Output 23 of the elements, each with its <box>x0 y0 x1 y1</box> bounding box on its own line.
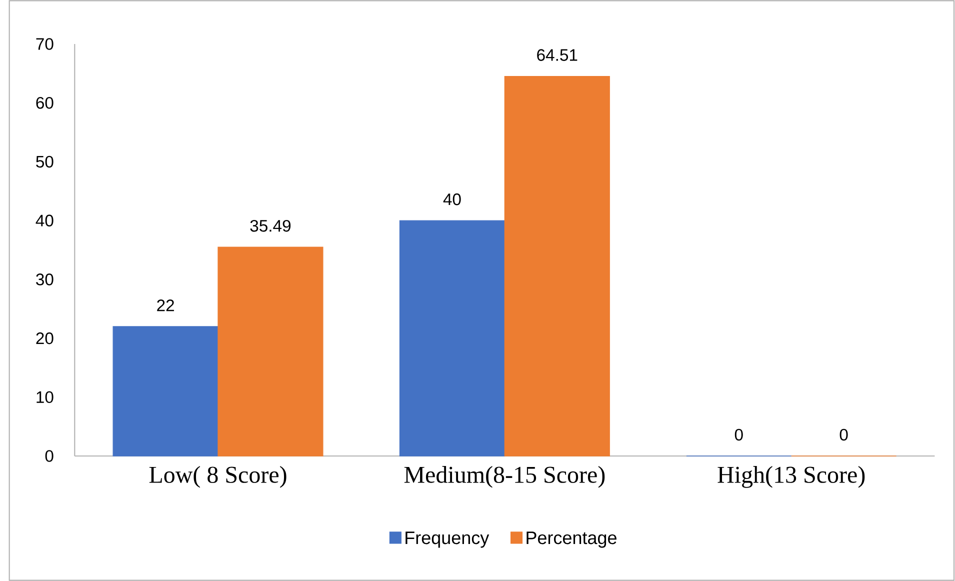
y-tick-label: 0 <box>45 450 54 462</box>
data-label: 35.49 <box>250 220 291 232</box>
x-tick-label: Medium(8-15 Score) <box>404 466 605 488</box>
y-tick-label: 30 <box>36 274 54 286</box>
y-tick-label: 70 <box>36 38 54 50</box>
x-tick-label: Low( 8 Score) <box>149 466 286 488</box>
bar <box>218 246 324 456</box>
bar <box>112 326 218 456</box>
bar <box>399 220 506 456</box>
y-tick-label: 40 <box>36 214 54 226</box>
legend-label: Percentage <box>526 532 616 548</box>
legend-label: Frequency <box>406 532 490 548</box>
x-tick-label: High(13 Score) <box>718 466 865 488</box>
bar <box>504 76 610 456</box>
y-tick-label: 50 <box>36 156 54 168</box>
data-label: 0 <box>734 428 743 441</box>
y-tick-label: 10 <box>36 391 54 404</box>
y-tick-label: 20 <box>36 332 54 344</box>
data-label: 40 <box>443 193 461 206</box>
data-label: 0 <box>840 428 848 441</box>
y-tick-label: 60 <box>36 96 54 109</box>
data-label: 22 <box>157 300 174 312</box>
data-label: 64.51 <box>537 49 578 61</box>
